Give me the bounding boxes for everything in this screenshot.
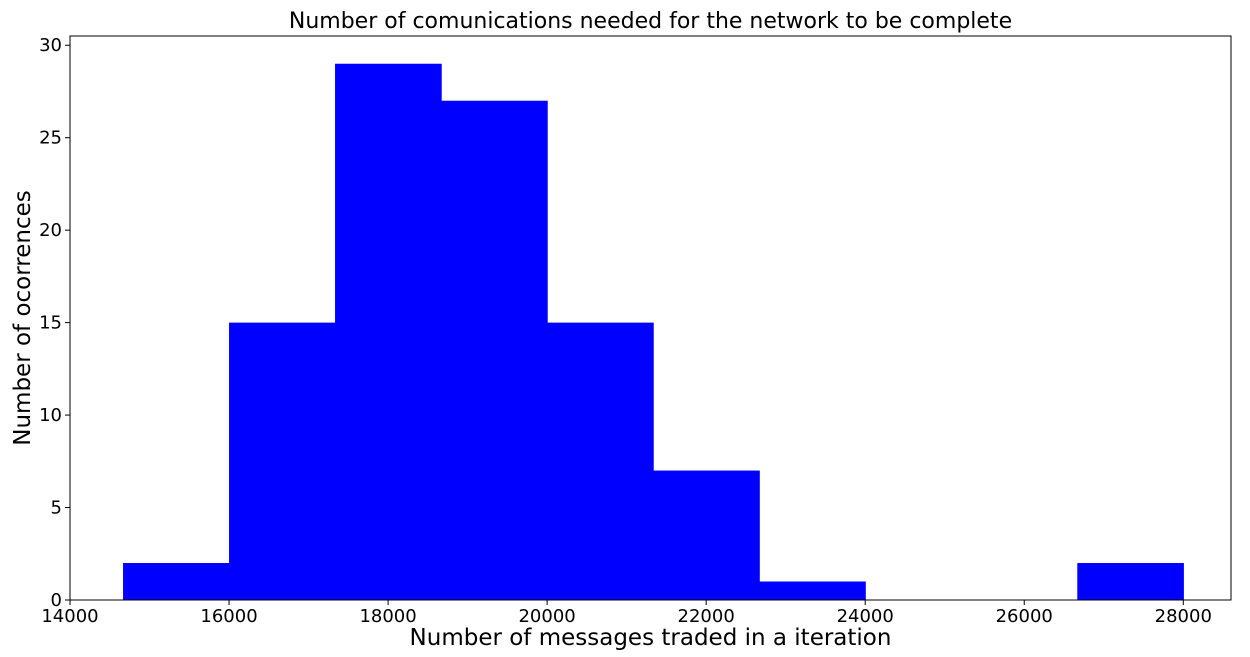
y-tick-label: 25	[39, 128, 62, 149]
x-tick-label: 28000	[1155, 606, 1212, 627]
x-tick-label: 24000	[837, 606, 894, 627]
y-tick-label: 20	[39, 220, 62, 241]
y-axis-title: Number of ocorrences	[10, 190, 36, 445]
histogram-bar	[123, 563, 230, 600]
histogram-bar	[759, 581, 866, 600]
histogram-bar	[229, 322, 336, 600]
x-tick-label: 26000	[996, 606, 1053, 627]
y-tick-label: 15	[39, 313, 62, 334]
chart-title: Number of comunications needed for the n…	[289, 9, 1012, 34]
x-tick-label: 20000	[518, 606, 575, 627]
plot-frame	[69, 35, 1232, 601]
histogram-bar	[335, 63, 442, 600]
x-axis-title: Number of messages traded in a iteration	[410, 625, 892, 651]
histogram-bar	[547, 322, 654, 600]
y-axis: 0 5 10 15 20 25 30	[39, 35, 70, 611]
y-tick-label: 10	[39, 405, 62, 426]
x-tick-label: 16000	[200, 606, 257, 627]
x-tick-label: 22000	[678, 606, 735, 627]
y-tick-label: 0	[51, 590, 62, 611]
x-tick-label: 14000	[41, 606, 98, 627]
x-axis: 14000 16000 18000 20000 22000 24000 26000 28000	[41, 600, 1212, 627]
histogram-bar	[653, 470, 760, 600]
bars-layer	[123, 63, 1184, 600]
y-tick-label: 5	[51, 498, 62, 519]
x-tick-label: 18000	[359, 606, 416, 627]
histogram-bar	[441, 100, 548, 600]
histogram-bar	[1077, 563, 1184, 600]
y-tick-label: 30	[39, 35, 62, 56]
